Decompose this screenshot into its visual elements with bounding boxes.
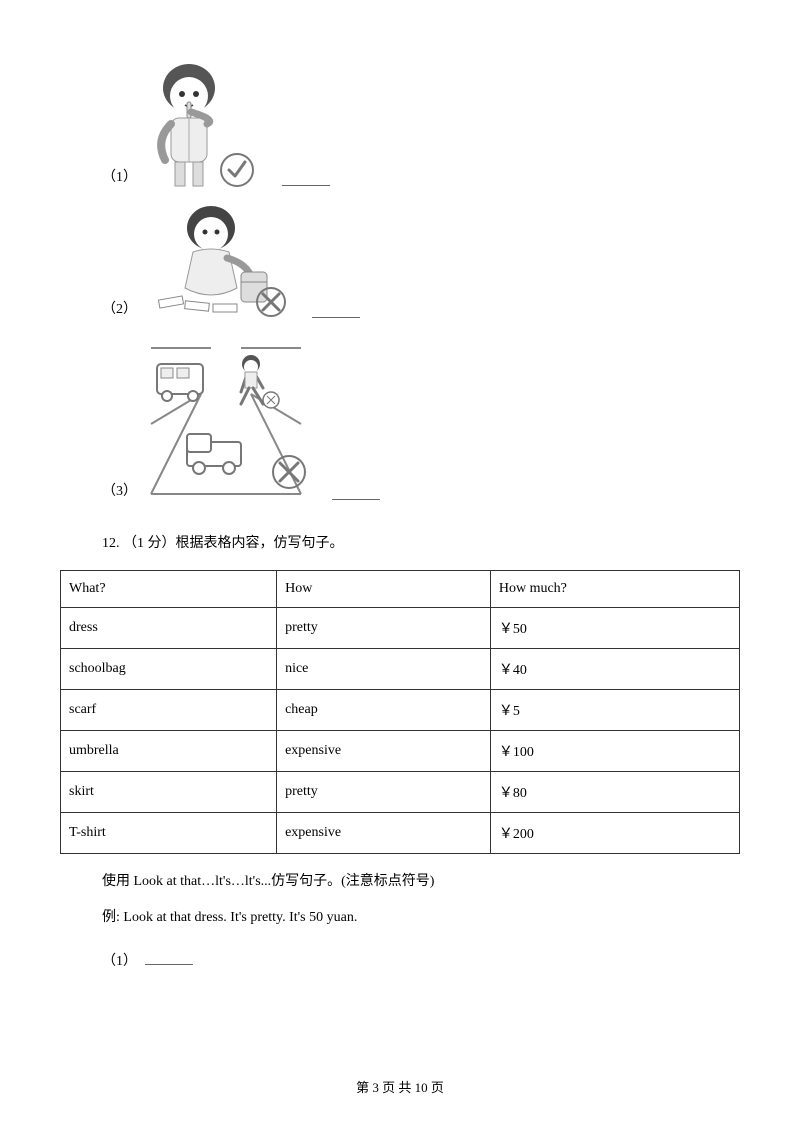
cell: T-shirt bbox=[61, 813, 277, 854]
boy-books-illustration bbox=[141, 202, 291, 322]
cell: ￥50 bbox=[490, 608, 739, 649]
q11-label-2: （2） bbox=[102, 298, 137, 318]
cell: ￥80 bbox=[490, 772, 739, 813]
cell: dress bbox=[61, 608, 277, 649]
table-row: scarf cheap ￥5 bbox=[61, 690, 740, 731]
table-row: umbrella expensive ￥100 bbox=[61, 731, 740, 772]
cell: expensive bbox=[277, 731, 491, 772]
cell: ￥5 bbox=[490, 690, 739, 731]
cell: expensive bbox=[277, 813, 491, 854]
cell: pretty bbox=[277, 608, 491, 649]
cell: ￥200 bbox=[490, 813, 739, 854]
q11-image-1 bbox=[141, 60, 261, 190]
q11-image-3 bbox=[141, 334, 311, 504]
q11-blank-2[interactable] bbox=[312, 317, 360, 318]
q12-heading: 12. （1 分）根据表格内容，仿写句子。 bbox=[60, 532, 740, 552]
q12-instruction: 使用 Look at that…lt's…lt's...仿写句子。(注意标点符号… bbox=[60, 870, 740, 890]
q12-sub-1-blank[interactable] bbox=[145, 964, 193, 965]
col-how: How bbox=[277, 571, 491, 608]
cell: pretty bbox=[277, 772, 491, 813]
q11-image-2 bbox=[141, 202, 291, 322]
q12-sub-1: （1） bbox=[60, 950, 740, 970]
cell: ￥40 bbox=[490, 649, 739, 690]
cell: cheap bbox=[277, 690, 491, 731]
q12-example: 例: Look at that dress. It's pretty. It's… bbox=[60, 906, 740, 926]
q12-sub-1-label: （1） bbox=[102, 954, 137, 969]
cell: scarf bbox=[61, 690, 277, 731]
table-row: T-shirt expensive ￥200 bbox=[61, 813, 740, 854]
q11-blank-1[interactable] bbox=[282, 185, 330, 186]
boy-quiet-illustration bbox=[141, 60, 261, 190]
page-footer: 第 3 页 共 10 页 bbox=[0, 1077, 800, 1096]
page-content: （1） bbox=[0, 0, 800, 1010]
road-play-illustration bbox=[141, 334, 311, 504]
cell: umbrella bbox=[61, 731, 277, 772]
cell: nice bbox=[277, 649, 491, 690]
cell: schoolbag bbox=[61, 649, 277, 690]
q11-group: （1） bbox=[60, 60, 740, 504]
table-row: dress pretty ￥50 bbox=[61, 608, 740, 649]
col-howmuch: How much? bbox=[490, 571, 739, 608]
q11-blank-3[interactable] bbox=[332, 499, 380, 500]
q11-label-1: （1） bbox=[102, 166, 137, 186]
table-header-row: What? How How much? bbox=[61, 571, 740, 608]
table-row: schoolbag nice ￥40 bbox=[61, 649, 740, 690]
cell: skirt bbox=[61, 772, 277, 813]
table-row: skirt pretty ￥80 bbox=[61, 772, 740, 813]
q11-item-1: （1） bbox=[102, 60, 740, 190]
q11-label-3: （3） bbox=[102, 480, 137, 500]
col-what: What? bbox=[61, 571, 277, 608]
q11-item-3: （3） bbox=[102, 334, 740, 504]
cell: ￥100 bbox=[490, 731, 739, 772]
q11-item-2: （2） bbox=[102, 202, 740, 322]
q12-table: What? How How much? dress pretty ￥50 sch… bbox=[60, 570, 740, 854]
